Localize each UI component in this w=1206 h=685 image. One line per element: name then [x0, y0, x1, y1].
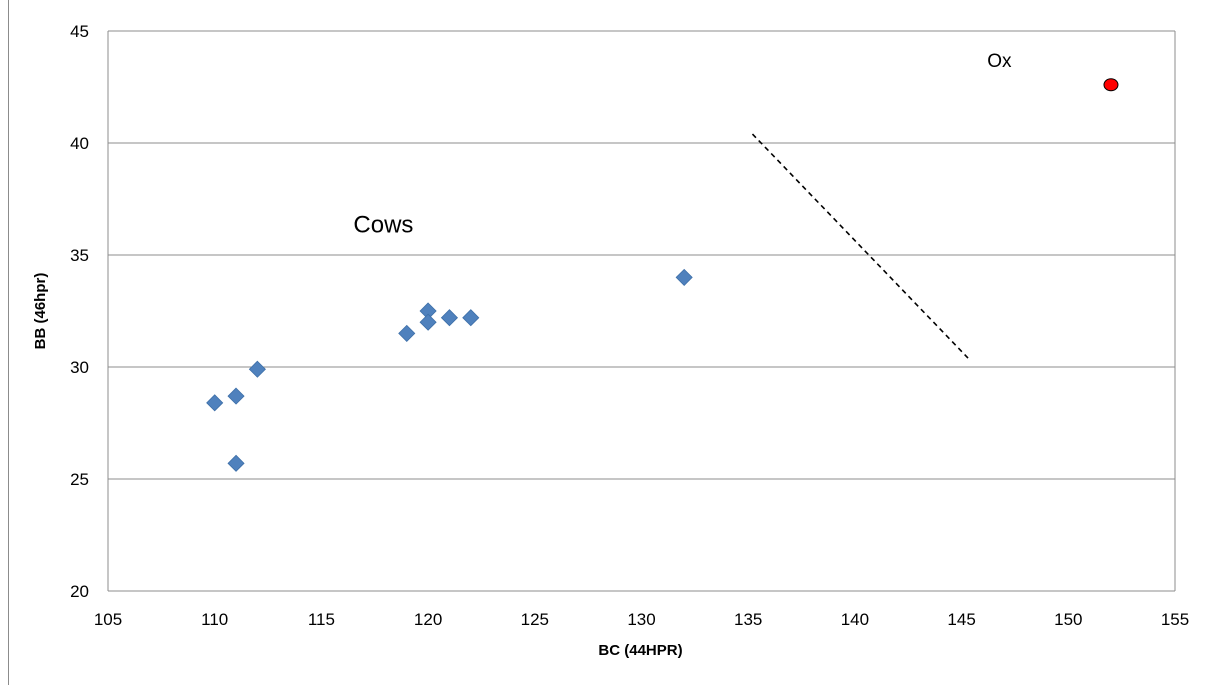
y-tick-label: 35: [70, 246, 89, 265]
data-point-diamond: [398, 324, 416, 342]
data-point-diamond: [462, 309, 480, 327]
y-tick-label: 45: [70, 22, 89, 41]
chart-frame-border: [8, 0, 9, 685]
data-point-diamond: [227, 387, 245, 405]
y-tick-label: 40: [70, 134, 89, 153]
annotation-label: Ox: [987, 51, 1012, 72]
x-tick-label: 140: [841, 610, 869, 629]
x-tick-labels: 105 110 115 120 125 130 135 140 145 150 155: [94, 610, 1189, 629]
x-tick-label: 105: [94, 610, 122, 629]
divider-dashed-line: [751, 133, 969, 359]
y-tick-label: 30: [70, 358, 89, 377]
x-tick-label: 130: [627, 610, 655, 629]
x-tick-label: 125: [521, 610, 549, 629]
data-point-diamond: [675, 268, 693, 286]
x-tick-label: 120: [414, 610, 442, 629]
y-tick-labels: 20 25 30 35 40 45: [70, 22, 89, 601]
axes: [107, 30, 1176, 592]
annotation-label: Cows: [353, 212, 413, 239]
data-point-diamond: [206, 394, 224, 412]
x-tick-label: 150: [1054, 610, 1082, 629]
x-tick-label: 110: [201, 610, 228, 629]
data-point-diamond: [419, 313, 437, 331]
y-tick-label: 20: [70, 582, 89, 601]
y-tick-label: 25: [70, 470, 89, 489]
x-tick-label: 115: [308, 610, 335, 629]
y-axis-title: BB (46hpr): [32, 273, 49, 350]
annotations: Cows Ox: [353, 51, 1012, 239]
data-point-diamond: [440, 309, 459, 327]
divider-line: [751, 133, 969, 359]
data-point-diamond: [227, 454, 245, 472]
x-tick-label: 145: [947, 610, 975, 629]
data-points: [206, 78, 1119, 472]
data-point-circle: [1103, 78, 1119, 92]
x-tick-label: 155: [1161, 610, 1189, 629]
x-axis-title: BC (44HPR): [598, 642, 682, 659]
gridlines: [108, 30, 1175, 480]
x-tick-label: 135: [734, 610, 762, 629]
data-point-diamond: [248, 360, 266, 378]
